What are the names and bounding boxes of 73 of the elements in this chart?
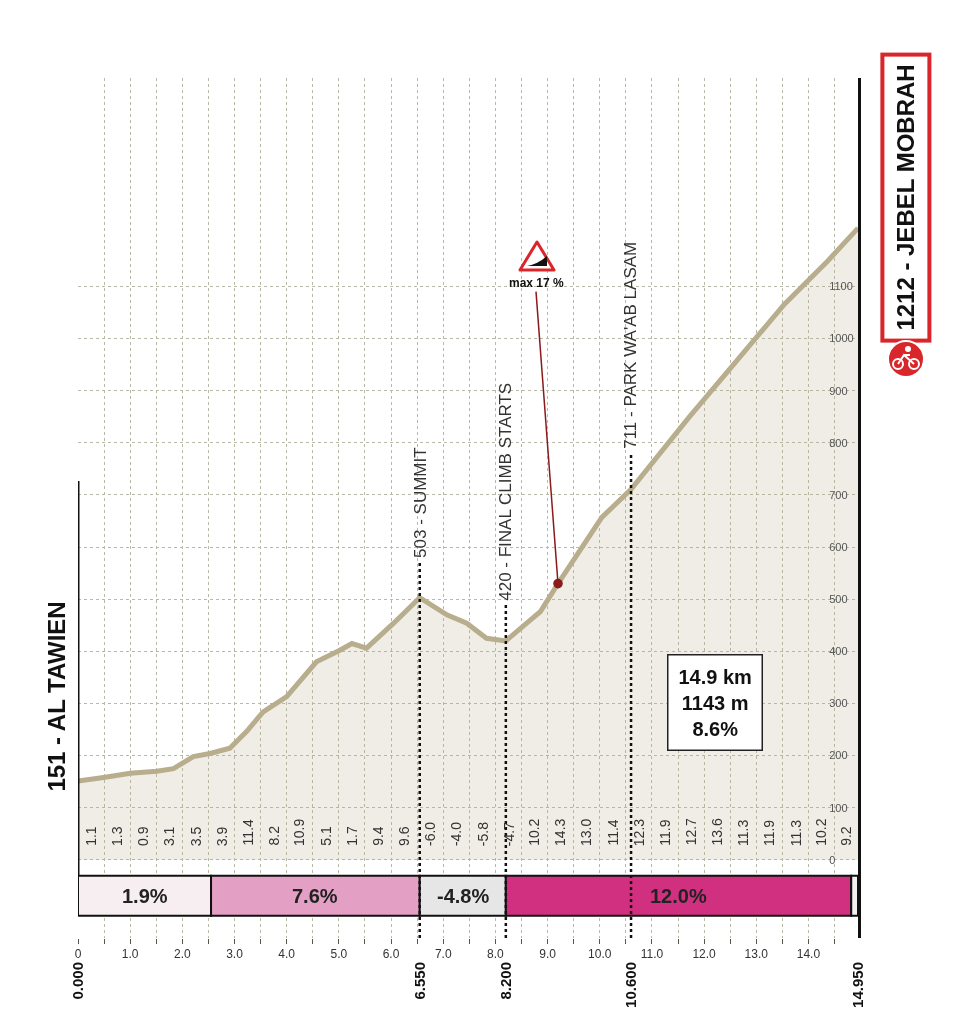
x-tick-label: 3.0 <box>226 947 244 962</box>
x-tick-label: 7.0 <box>434 947 452 962</box>
annotation: -6.0 <box>422 821 439 846</box>
x-tick-label: 2.0 <box>174 947 192 962</box>
annotation: 11.9 <box>657 819 674 846</box>
y-tick-label: 400 <box>829 645 848 658</box>
x-tick-label: 12.0 <box>692 947 717 962</box>
x-tick-label: 9.0 <box>539 947 557 962</box>
ref-line-label: 420 - FINAL CLIMB STARTS <box>495 382 515 601</box>
y-tick-label: 1100 <box>829 280 853 293</box>
x-tick-label: 13.0 <box>744 947 769 962</box>
annotation: 12.3 <box>630 818 647 847</box>
annotation: 10.9 <box>291 818 308 847</box>
x-tick-label: 6.0 <box>382 947 400 962</box>
band-label: 12.0% <box>650 885 707 907</box>
band-label: 1.9% <box>122 885 168 907</box>
annotation: 10.2 <box>526 818 543 846</box>
x-tick-label: 11.0 <box>640 947 664 962</box>
annotation: 1212 - JEBEL MOBRAH <box>892 64 920 331</box>
annotation: 13.0 <box>578 818 595 847</box>
y-tick-label: 0 <box>829 853 836 866</box>
annotation: -5.8 <box>474 821 491 847</box>
x2-tick-label: 6.550 <box>410 962 428 1000</box>
y-tick-label: 700 <box>829 488 848 501</box>
x-tick-label: 5.0 <box>330 947 348 962</box>
annotation: 13.6 <box>708 817 725 846</box>
band-label: -4.8% <box>437 885 490 907</box>
x2-tick-label: 0.000 <box>68 962 86 1000</box>
annotation: 0.9 <box>135 826 152 847</box>
x-tick-label: 0 <box>74 947 82 962</box>
annotation: 3.1 <box>161 826 178 847</box>
annotation: 12.7 <box>682 817 699 846</box>
y-tick-label: 1000 <box>829 332 854 345</box>
ref-line-label: 503 - SUMMIT <box>410 447 430 558</box>
annotation: 11.3 <box>787 819 804 847</box>
annotation: 9.2 <box>838 826 855 846</box>
annotation: 1.1 <box>83 826 100 846</box>
annotation: 11.3 <box>735 819 752 847</box>
annotation: 10.2 <box>813 818 830 846</box>
x2-tick-label: 14.950 <box>848 962 866 1008</box>
annotation: 9.6 <box>396 826 413 846</box>
y-tick-label: 600 <box>829 540 848 553</box>
y-tick-label: 500 <box>829 593 848 606</box>
annotation: 11.4 <box>604 819 621 846</box>
annotation: 5.1 <box>318 825 335 846</box>
annotation: 9.4 <box>370 826 387 846</box>
annotation: 11.4 <box>239 818 256 846</box>
annotation: 3.5 <box>187 826 204 847</box>
x-tick-label: 10.0 <box>588 947 612 962</box>
annotation: 1.3 <box>109 826 126 846</box>
annotation: 1.7 <box>344 826 361 846</box>
annotation: 14.3 <box>552 818 569 846</box>
ref-line-label: 711 - PARK WA'AB LASAM <box>621 241 641 449</box>
x-tick-label: 1.0 <box>121 947 139 962</box>
y-tick-label: 100 <box>829 801 848 814</box>
y-tick-label: 800 <box>829 436 848 449</box>
x2-tick-label: 10.600 <box>621 962 639 1008</box>
annotation: 11.9 <box>761 819 778 847</box>
annotation: -4.0 <box>448 821 465 847</box>
x-tick-label: 14.0 <box>796 947 821 962</box>
annotation: -4.7 <box>500 821 517 847</box>
x-tick-label: 8.0 <box>487 947 505 962</box>
annotation: 3.9 <box>213 826 230 847</box>
annotation: max 17 % <box>509 276 565 290</box>
x-tick-label: 4.0 <box>278 947 296 962</box>
annotation: 14.9 km 1143 m 8.6% <box>678 665 752 740</box>
y-tick-label: 200 <box>829 749 848 762</box>
y-tick-label: 300 <box>829 697 848 710</box>
x2-tick-label: 8.200 <box>496 962 514 1000</box>
y-tick-label: 900 <box>829 384 848 397</box>
annotation: 151 - AL TAWIEN <box>43 601 71 792</box>
annotation: 8.2 <box>265 825 282 846</box>
band-label: 7.6% <box>292 885 338 907</box>
